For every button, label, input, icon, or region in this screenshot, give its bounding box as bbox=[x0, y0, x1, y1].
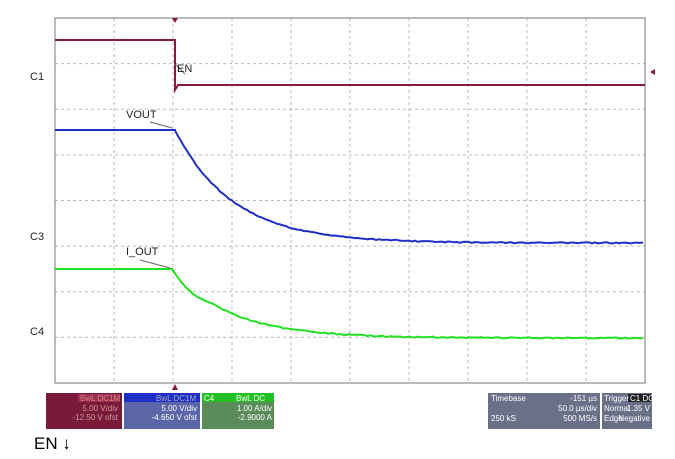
panel-text: Negative bbox=[618, 414, 650, 423]
background bbox=[0, 0, 675, 432]
panel-text: C1 DC bbox=[630, 394, 654, 403]
panel-text: 50.0 µs/div bbox=[558, 404, 597, 413]
panel-header: BwL DC1M bbox=[156, 394, 196, 403]
panel-text: 5.00 V/div bbox=[82, 404, 118, 413]
scope-screen: C1 EN VOUT C3 I_OUT C4 BwL DC1M 5.00 V/d… bbox=[0, 0, 675, 432]
panel-text: Trigger bbox=[604, 394, 629, 403]
channel-label: C4 bbox=[30, 326, 44, 338]
panel-text: -151 µs bbox=[570, 394, 597, 403]
panel-text: 1.00 A/div bbox=[237, 404, 272, 413]
panel-text: -4.650 V ofst bbox=[152, 413, 198, 422]
panel-text: Timebase bbox=[491, 394, 526, 403]
panel-name: C4 bbox=[204, 394, 215, 403]
trace-label: EN bbox=[177, 63, 192, 75]
channel-label: C3 bbox=[30, 231, 44, 243]
panel-text: -2.9000 A bbox=[238, 413, 273, 422]
panel-header: BwL DC bbox=[236, 394, 265, 403]
caption: EN ↓ bbox=[34, 434, 71, 454]
panel-text: -12.50 V ofst bbox=[73, 413, 119, 422]
panel-header: BwL DC1M bbox=[80, 394, 120, 403]
panel-text: 250 kS bbox=[491, 414, 516, 423]
channel-label: C1 bbox=[30, 71, 44, 83]
panel-text: 5.00 V/div bbox=[161, 404, 197, 413]
trace-label: VOUT bbox=[126, 109, 157, 121]
trace-label: I_OUT bbox=[126, 246, 159, 258]
panel-text: 500 MS/s bbox=[563, 414, 597, 423]
panel-text: 1.35 V bbox=[627, 404, 651, 413]
